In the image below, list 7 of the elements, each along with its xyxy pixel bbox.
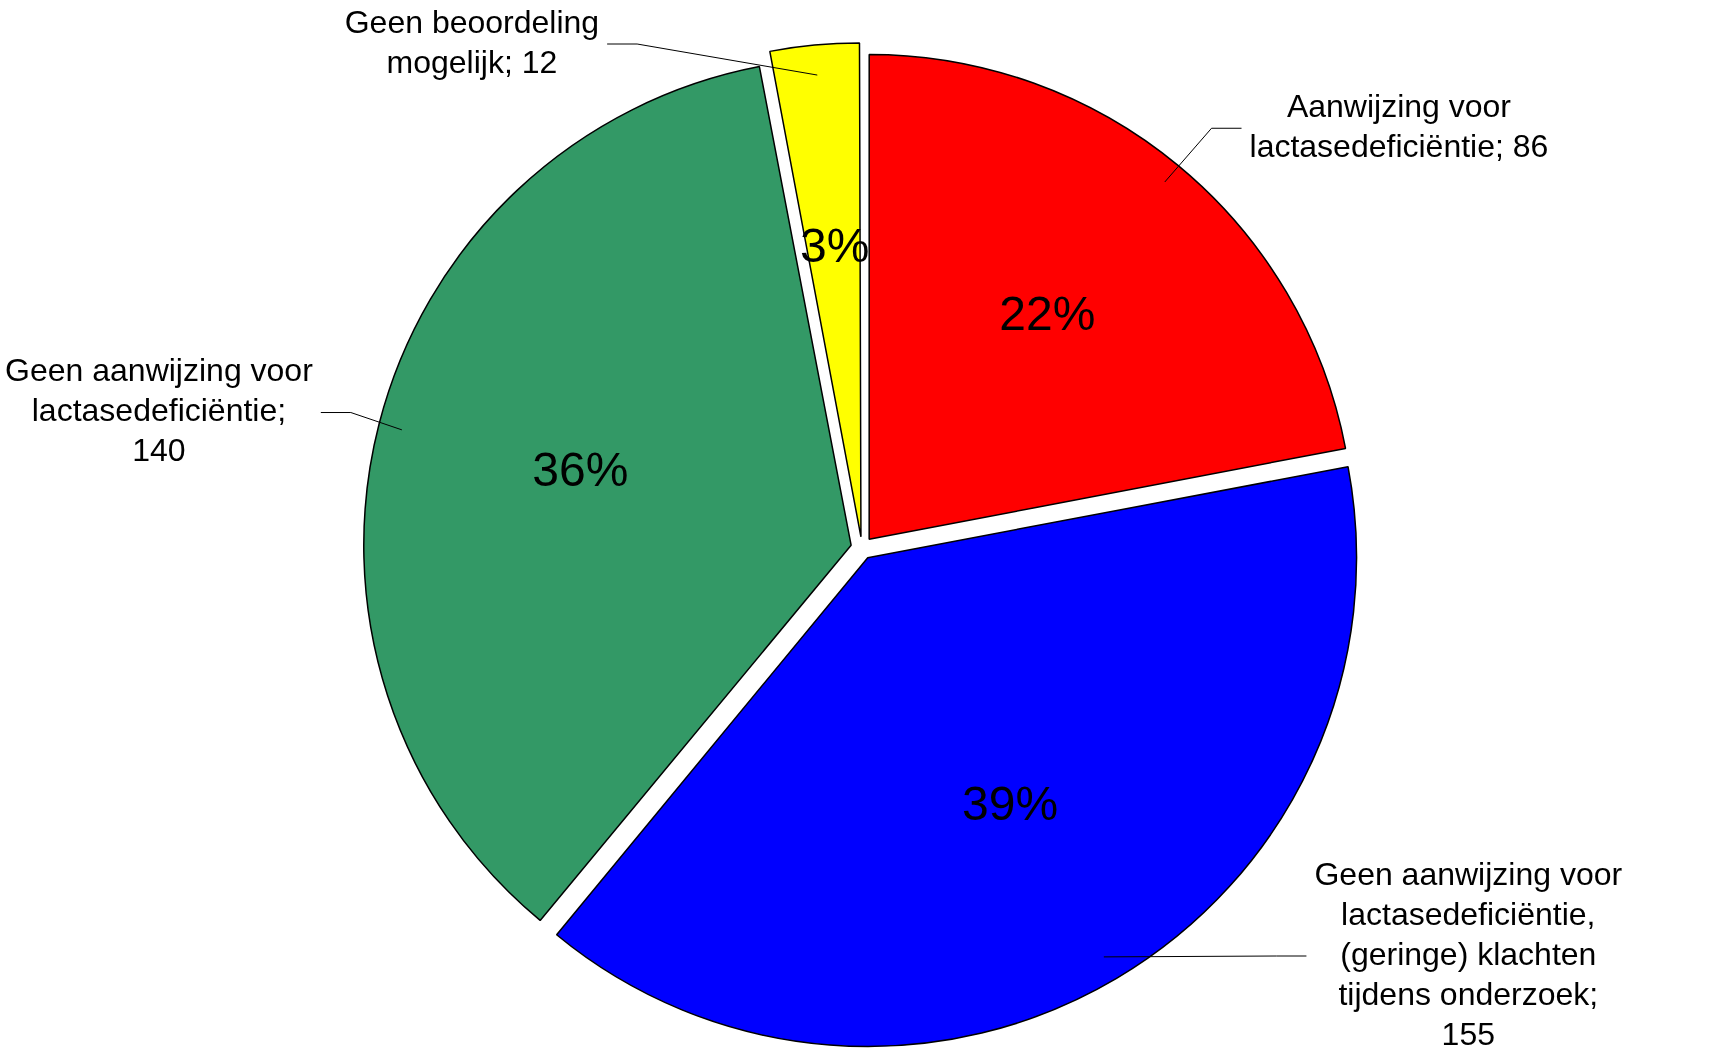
slice-label: Geen aanwijzing voor lactasedeficiëntie, (geringe) klachten tijdens onderzoek; 155 (1314, 855, 1623, 1052)
slice-label: Geen beoordeling mogelijk; 12 (344, 3, 600, 80)
data-label: 22% (999, 286, 1096, 340)
slice-label: Geen aanwijzing voor lactasedeficiëntie; 140 (5, 352, 314, 469)
data-label: 36% (532, 443, 629, 497)
slice-label: Aanwijzing voor lactasedeficiëntie; 86 (1249, 88, 1549, 165)
data-label: 39% (962, 776, 1059, 830)
